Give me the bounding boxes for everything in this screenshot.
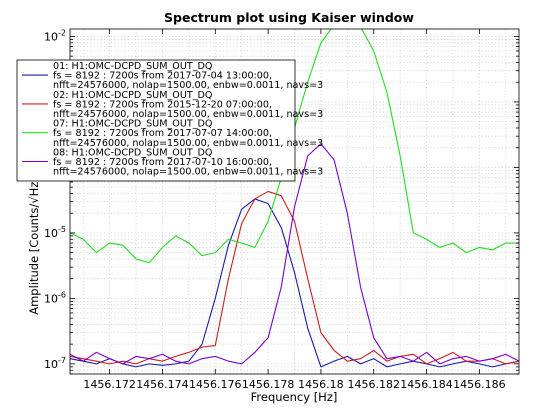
x-tick-label: 1456.18 bbox=[298, 378, 344, 391]
x-tick-label: 1456.182 bbox=[347, 378, 400, 391]
x-axis-label: Frequency [Hz] bbox=[251, 390, 338, 404]
x-tick-label: 1456.174 bbox=[136, 378, 189, 391]
y-tick-label: 10-6 bbox=[44, 290, 66, 305]
legend-entry-text: nfft=24576000, nolap=1500.00, enbw=0.001… bbox=[53, 138, 323, 149]
tick-labels: 1456.172 1456.174 1456.176 1456.178 1456.18 1… bbox=[44, 28, 506, 391]
legend-entry-text: 01: H1:OMC-DCPD_SUM_OUT_DQ bbox=[53, 61, 213, 72]
chart-title: Spectrum plot using Kaiser window bbox=[164, 10, 414, 25]
legend-entry-text: 07: H1:OMC-DCPD_SUM_OUT_DQ bbox=[53, 119, 213, 130]
grid bbox=[70, 29, 519, 375]
y-tick-label: 10-5 bbox=[44, 225, 66, 240]
legend-entry-text: 02: H1:OMC-DCPD_SUM_OUT_DQ bbox=[53, 90, 213, 101]
y-tick-label: 10-2 bbox=[44, 28, 66, 43]
x-tick-label: 1456.184 bbox=[400, 378, 453, 391]
y-tick-label: 10-7 bbox=[44, 356, 66, 371]
series-line-2 bbox=[70, 190, 519, 365]
x-tick-label: 1456.186 bbox=[453, 378, 506, 391]
legend-entry-text: nfft=24576000, nolap=1500.00, enbw=0.001… bbox=[53, 109, 323, 120]
x-tick-label: 1456.178 bbox=[242, 378, 295, 391]
legend-entry-text: fs = 8192 : 7200s from 2017-07-10 16:00:… bbox=[53, 157, 272, 168]
legend-entry-text: 08: H1:OMC-DCPD_SUM_OUT_DQ bbox=[53, 147, 213, 158]
legend-entry-text: fs = 8192 : 7200s from 2015-12-20 07:00:… bbox=[53, 99, 272, 110]
y-axis-label: Amplitude [Counts/√Hz] bbox=[27, 177, 41, 315]
x-tick-label: 1456.176 bbox=[189, 378, 242, 391]
series-line-4 bbox=[70, 143, 519, 365]
legend-box bbox=[16, 59, 296, 182]
series-line-1 bbox=[70, 198, 519, 368]
legend-entry-text: fs = 8192 : 7200s from 2017-07-07 14:00:… bbox=[53, 128, 272, 139]
legend-entry-text: nfft=24576000, nolap=1500.00, enbw=0.001… bbox=[53, 80, 323, 91]
x-tick-label: 1456.172 bbox=[83, 378, 136, 391]
legend-entry-text: nfft=24576000, nolap=1500.00, enbw=0.001… bbox=[53, 167, 323, 178]
legend-entry-text: fs = 8192 : 7200s from 2017-07-04 13:00:… bbox=[53, 71, 272, 82]
